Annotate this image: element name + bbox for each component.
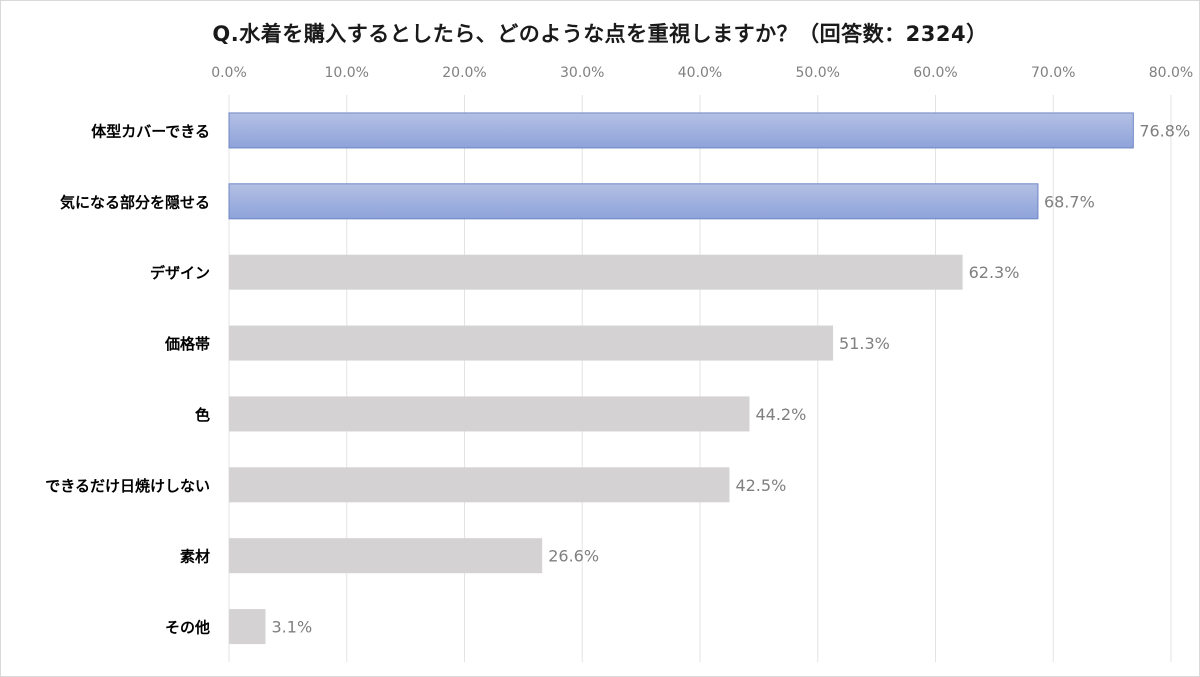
category-label: 価格帯 bbox=[164, 335, 210, 353]
x-tick-label: 40.0% bbox=[678, 65, 722, 81]
data-label: 3.1% bbox=[272, 618, 313, 637]
data-label: 44.2% bbox=[755, 405, 806, 424]
category-label: 体型カバーできる bbox=[91, 122, 210, 140]
data-label: 62.3% bbox=[969, 263, 1020, 282]
category-label: 色 bbox=[195, 406, 210, 424]
category-label: 気になる部分を隠せる bbox=[60, 193, 210, 211]
data-label: 51.3% bbox=[839, 334, 890, 353]
bar bbox=[229, 609, 266, 645]
data-label: 26.6% bbox=[548, 547, 599, 566]
category-label: できるだけ日焼けしない bbox=[45, 477, 210, 495]
bar bbox=[228, 112, 1134, 149]
bars bbox=[228, 112, 1134, 645]
data-labels: 76.8% 68.7% 62.3% 51.3% 44.2% 42.5% 26.6% 3.1% bbox=[272, 121, 1191, 636]
category-label: 素材 bbox=[180, 548, 210, 566]
x-axis-ticks: 0.0% 10.0% 20.0% 30.0% 40.0% 50.0% 60.0% 70.0% 8… bbox=[211, 65, 1193, 81]
category-labels: 体型カバーできる気になる部分を隠せるデザイン価格帯色できるだけ日焼けしない素材そ… bbox=[45, 122, 210, 636]
x-tick-label: 0.0% bbox=[211, 65, 247, 81]
bar bbox=[229, 538, 543, 574]
data-label: 76.8% bbox=[1139, 121, 1190, 140]
gridlines bbox=[228, 95, 1172, 662]
x-tick-label: 50.0% bbox=[796, 65, 840, 81]
x-tick-label: 10.0% bbox=[325, 65, 369, 81]
bar bbox=[228, 183, 1039, 220]
x-tick-label: 70.0% bbox=[1031, 65, 1075, 81]
bar bbox=[229, 396, 750, 432]
data-label: 68.7% bbox=[1044, 192, 1095, 211]
x-tick-label: 80.0% bbox=[1149, 65, 1193, 81]
x-tick-label: 20.0% bbox=[442, 65, 486, 81]
x-tick-label: 60.0% bbox=[913, 65, 957, 81]
bar bbox=[229, 467, 730, 503]
bar bbox=[229, 254, 963, 290]
category-label: デザイン bbox=[150, 264, 210, 282]
bar bbox=[229, 325, 834, 361]
chart-title: Q.水着を購入するとしたら、どのような点を重視しますか？（回答数：2324） bbox=[212, 22, 988, 46]
data-label: 42.5% bbox=[735, 476, 786, 495]
category-label: その他 bbox=[165, 619, 210, 637]
x-tick-label: 30.0% bbox=[560, 65, 604, 81]
